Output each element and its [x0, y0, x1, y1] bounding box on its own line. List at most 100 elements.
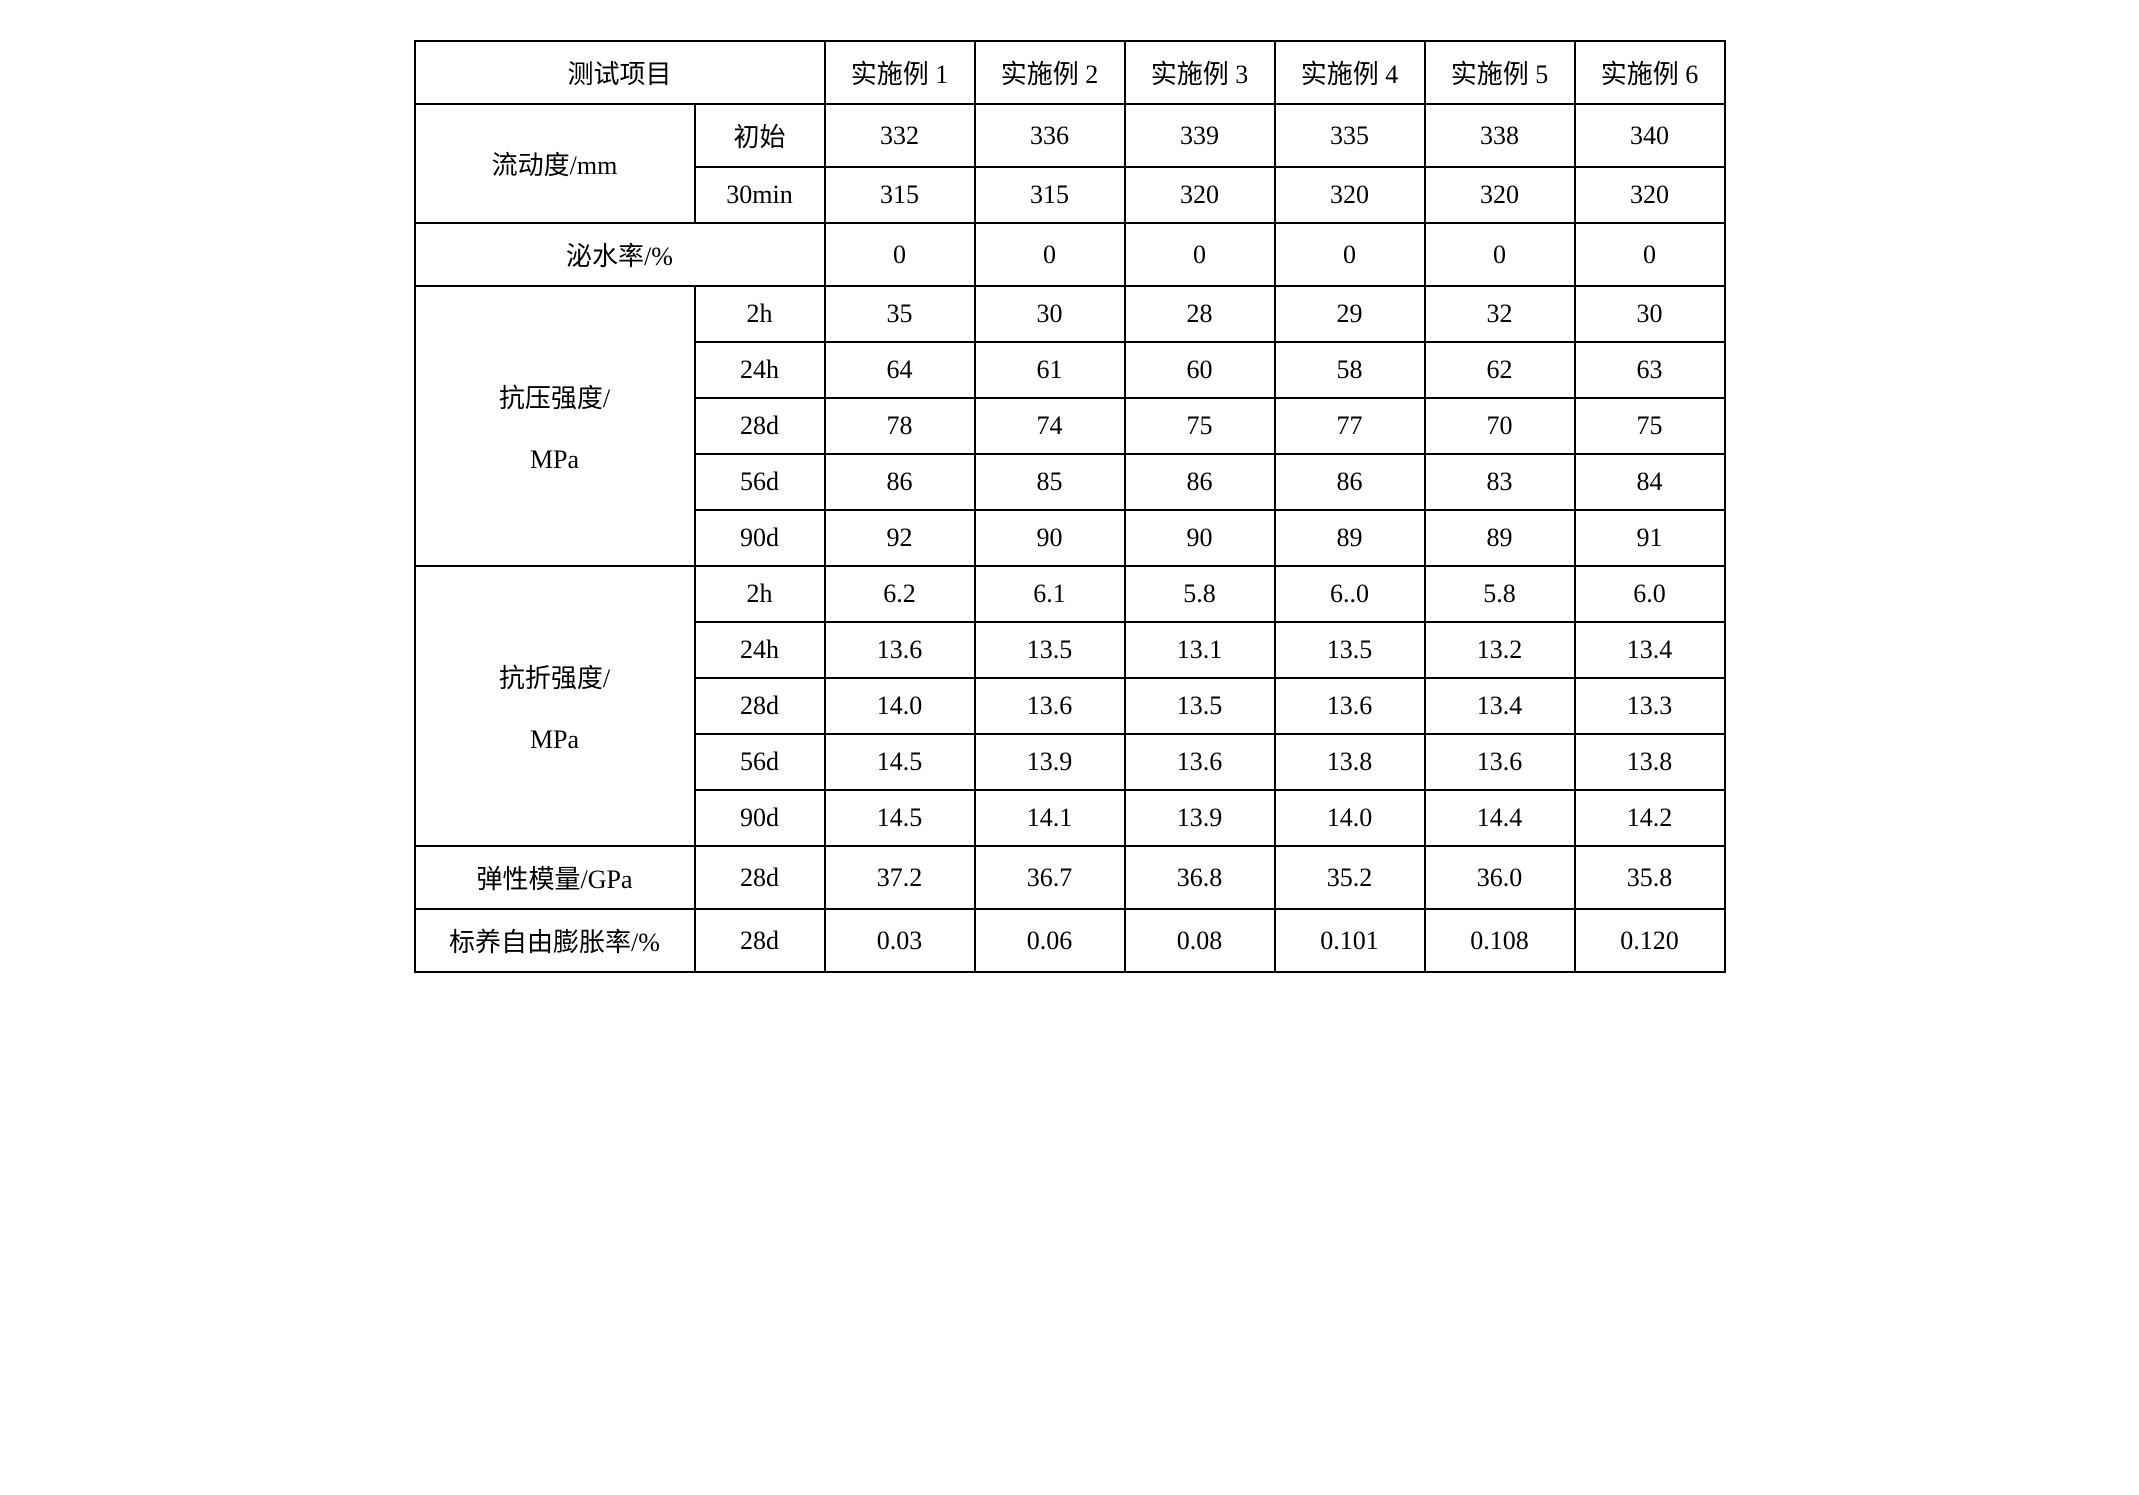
- compressive-28d-sub: 28d: [695, 398, 825, 454]
- flexural-label: 抗折强度/ MPa: [415, 566, 695, 846]
- fluidity-label: 流动度/mm: [415, 104, 695, 223]
- cell: 83: [1425, 454, 1575, 510]
- cell: 315: [825, 167, 975, 223]
- header-ex3: 实施例 3: [1125, 41, 1275, 104]
- elastic-label: 弹性模量/GPa: [415, 846, 695, 909]
- cell: 13.5: [1125, 678, 1275, 734]
- cell: 14.0: [1275, 790, 1425, 846]
- cell: 315: [975, 167, 1125, 223]
- cell: 13.5: [975, 622, 1125, 678]
- flexural-28d-sub: 28d: [695, 678, 825, 734]
- cell: 90: [1125, 510, 1275, 566]
- cell: 35.8: [1575, 846, 1725, 909]
- cell: 13.4: [1425, 678, 1575, 734]
- cell: 84: [1575, 454, 1725, 510]
- flexural-label-text: 抗折强度/: [499, 664, 610, 693]
- compressive-56d-sub: 56d: [695, 454, 825, 510]
- cell: 13.6: [1125, 734, 1275, 790]
- cell: 14.5: [825, 734, 975, 790]
- cell: 86: [1125, 454, 1275, 510]
- cell: 60: [1125, 342, 1275, 398]
- cell: 335: [1275, 104, 1425, 167]
- cell: 36.8: [1125, 846, 1275, 909]
- cell: 13.2: [1425, 622, 1575, 678]
- compressive-label-text: 抗压强度/: [499, 384, 610, 413]
- cell: 89: [1275, 510, 1425, 566]
- cell: 0.120: [1575, 909, 1725, 972]
- cell: 13.8: [1275, 734, 1425, 790]
- cell: 13.8: [1575, 734, 1725, 790]
- cell: 320: [1425, 167, 1575, 223]
- cell: 13.9: [1125, 790, 1275, 846]
- cell: 13.4: [1575, 622, 1725, 678]
- cell: 13.5: [1275, 622, 1425, 678]
- cell: 0.108: [1425, 909, 1575, 972]
- cell: 32: [1425, 286, 1575, 342]
- table-row: 泌水率/% 0 0 0 0 0 0: [415, 223, 1725, 286]
- cell: 0: [975, 223, 1125, 286]
- cell: 0.03: [825, 909, 975, 972]
- cell: 13.3: [1575, 678, 1725, 734]
- cell: 5.8: [1425, 566, 1575, 622]
- cell: 6..0: [1275, 566, 1425, 622]
- compressive-2h-sub: 2h: [695, 286, 825, 342]
- cell: 0: [1425, 223, 1575, 286]
- table-row: 抗折强度/ MPa 2h 6.2 6.1 5.8 6..0 5.8 6.0: [415, 566, 1725, 622]
- cell: 0: [825, 223, 975, 286]
- cell: 6.1: [975, 566, 1125, 622]
- fluidity-30min-sub: 30min: [695, 167, 825, 223]
- cell: 6.2: [825, 566, 975, 622]
- cell: 14.5: [825, 790, 975, 846]
- cell: 14.2: [1575, 790, 1725, 846]
- cell: 0.101: [1275, 909, 1425, 972]
- cell: 86: [1275, 454, 1425, 510]
- compressive-unit: MPa: [530, 445, 579, 474]
- cell: 74: [975, 398, 1125, 454]
- cell: 6.0: [1575, 566, 1725, 622]
- cell: 35.2: [1275, 846, 1425, 909]
- cell: 13.1: [1125, 622, 1275, 678]
- flexural-90d-sub: 90d: [695, 790, 825, 846]
- cell: 338: [1425, 104, 1575, 167]
- flexural-unit: MPa: [530, 725, 579, 754]
- compressive-24h-sub: 24h: [695, 342, 825, 398]
- cell: 75: [1575, 398, 1725, 454]
- cell: 0: [1275, 223, 1425, 286]
- cell: 91: [1575, 510, 1725, 566]
- cell: 336: [975, 104, 1125, 167]
- cell: 320: [1275, 167, 1425, 223]
- compressive-90d-sub: 90d: [695, 510, 825, 566]
- header-ex1: 实施例 1: [825, 41, 975, 104]
- cell: 30: [1575, 286, 1725, 342]
- cell: 77: [1275, 398, 1425, 454]
- cell: 36.7: [975, 846, 1125, 909]
- cell: 37.2: [825, 846, 975, 909]
- table-row: 标养自由膨胀率/% 28d 0.03 0.06 0.08 0.101 0.108…: [415, 909, 1725, 972]
- cell: 332: [825, 104, 975, 167]
- cell: 14.0: [825, 678, 975, 734]
- cell: 78: [825, 398, 975, 454]
- cell: 339: [1125, 104, 1275, 167]
- table-row: 弹性模量/GPa 28d 37.2 36.7 36.8 35.2 36.0 35…: [415, 846, 1725, 909]
- cell: 29: [1275, 286, 1425, 342]
- cell: 13.9: [975, 734, 1125, 790]
- header-ex6: 实施例 6: [1575, 41, 1725, 104]
- cell: 5.8: [1125, 566, 1275, 622]
- cell: 64: [825, 342, 975, 398]
- cell: 13.6: [1425, 734, 1575, 790]
- cell: 58: [1275, 342, 1425, 398]
- header-ex4: 实施例 4: [1275, 41, 1425, 104]
- table-row: 流动度/mm 初始 332 336 339 335 338 340: [415, 104, 1725, 167]
- cell: 13.6: [825, 622, 975, 678]
- cell: 0: [1125, 223, 1275, 286]
- cell: 28: [1125, 286, 1275, 342]
- cell: 13.6: [1275, 678, 1425, 734]
- header-test-item: 测试项目: [415, 41, 825, 104]
- flexural-56d-sub: 56d: [695, 734, 825, 790]
- cell: 86: [825, 454, 975, 510]
- header-row: 测试项目 实施例 1 实施例 2 实施例 3 实施例 4 实施例 5 实施例 6: [415, 41, 1725, 104]
- cell: 30: [975, 286, 1125, 342]
- fluidity-initial-sub: 初始: [695, 104, 825, 167]
- cell: 14.1: [975, 790, 1125, 846]
- expansion-label: 标养自由膨胀率/%: [415, 909, 695, 972]
